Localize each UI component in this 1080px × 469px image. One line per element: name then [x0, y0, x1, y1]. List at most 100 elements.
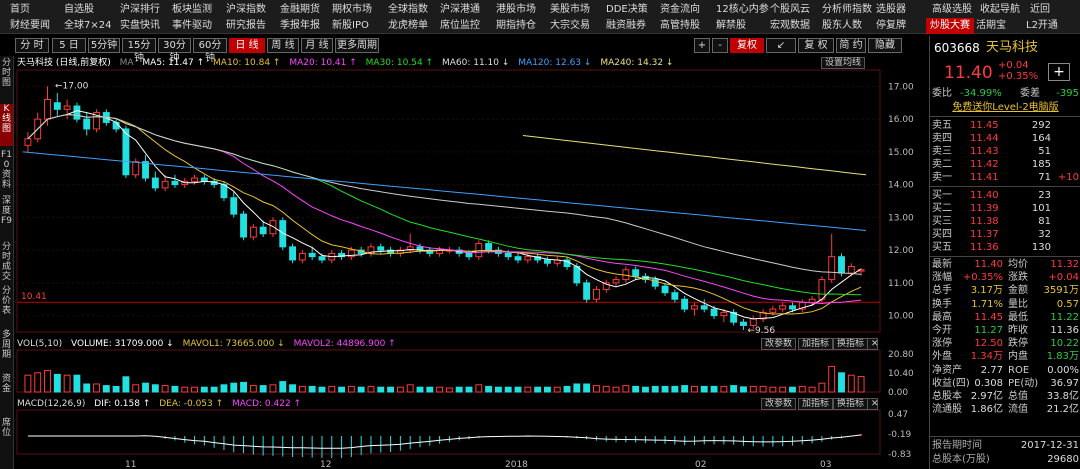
toolbar-button[interactable]: -	[712, 38, 728, 53]
vol-bar	[259, 385, 267, 393]
menu-item[interactable]: 大宗交易	[550, 20, 590, 31]
menu-item[interactable]: 资金流向	[660, 4, 700, 15]
vol-close-icon[interactable]: ✕	[867, 338, 879, 350]
menu-item[interactable]: 高管持股	[660, 20, 700, 31]
menu-item[interactable]: 板块监测	[172, 4, 212, 15]
left-tab[interactable]: 席位	[1, 418, 11, 438]
tab-period[interactable]: 30分钟	[158, 38, 191, 64]
stat-label: 涨停	[932, 338, 952, 350]
menu-item[interactable]: 季报年报	[280, 20, 320, 31]
left-tab[interactable]: 资金	[1, 374, 11, 394]
vol-add-indicator[interactable]: 加指标	[798, 338, 834, 350]
menu-item[interactable]: 美股市场	[550, 4, 590, 15]
left-tab[interactable]: 分时成交	[1, 242, 11, 282]
tab-period[interactable]: 周 线	[267, 38, 299, 53]
vol-bar	[142, 382, 149, 393]
left-tab[interactable]: K线图	[0, 104, 13, 146]
ma20-value: MA20: 10.41 ↑	[289, 58, 357, 68]
menu-item[interactable]: 炒股大赛	[926, 18, 974, 34]
menu-item[interactable]: 新股IPO	[332, 20, 369, 31]
menu-item[interactable]: 沪深指数	[226, 4, 266, 15]
tab-period[interactable]: 月 线	[301, 38, 333, 53]
stat-value: 11.45	[974, 311, 1003, 323]
left-tab[interactable]: 多周期	[1, 330, 11, 360]
menu-item[interactable]: 首页	[10, 4, 30, 15]
menu-item[interactable]: 研究报告	[226, 20, 266, 31]
menu-item[interactable]: DDE决策	[606, 4, 648, 15]
macd-add-indicator[interactable]: 加指标	[798, 398, 834, 410]
stat-label: 昨收	[1008, 325, 1028, 336]
left-tab[interactable]: 分时图	[1, 58, 11, 88]
toolbar-button[interactable]: ↙	[766, 38, 796, 53]
left-tab[interactable]: F10资料	[1, 150, 12, 190]
candle-body	[465, 252, 473, 258]
menu-item[interactable]: 沪深港通	[440, 4, 480, 15]
menu-item[interactable]: 停复牌	[876, 20, 906, 31]
macd-swap-indicator[interactable]: 换指标	[833, 398, 869, 410]
vol-bar	[436, 386, 444, 393]
tab-period[interactable]: 15分钟	[122, 38, 156, 64]
tab-period[interactable]: 日 线	[229, 38, 265, 53]
menu-item[interactable]: 全球指数	[388, 4, 428, 15]
menu-item[interactable]: 全球7×24	[64, 20, 112, 31]
candle-body	[485, 243, 493, 251]
menu-item[interactable]: 财经要闻	[10, 20, 50, 31]
toolbar-button[interactable]: 简 约	[836, 38, 866, 53]
menu-item[interactable]: 实盘快讯	[120, 20, 160, 31]
bid-label: 买一	[932, 190, 952, 201]
menu-item[interactable]: 股东人数	[822, 20, 862, 31]
left-tab[interactable]: 分价表	[1, 286, 11, 316]
menu-item[interactable]: 收起导航	[980, 4, 1020, 15]
menu-item[interactable]: 个股风云	[770, 4, 810, 15]
tab-period[interactable]: 分 时	[15, 38, 49, 53]
candle-body	[514, 256, 522, 261]
menu-item[interactable]: 期指持仓	[496, 20, 536, 31]
menu-item[interactable]: 金融期货	[280, 4, 320, 15]
stat-label: 涨幅	[932, 272, 952, 284]
menu-item[interactable]: 宏观数据	[770, 20, 810, 31]
toolbar-button[interactable]: +	[694, 38, 710, 53]
tab-period[interactable]: 5分钟	[88, 38, 120, 53]
toolbar-button[interactable]: 隐藏	[868, 38, 902, 53]
stock-change: +0.04	[998, 60, 1029, 71]
vol-swap-indicator[interactable]: 换指标	[833, 338, 869, 350]
ask-label: 卖二	[932, 159, 952, 170]
tab-period[interactable]: 5 日	[52, 38, 86, 53]
ma5-line	[27, 110, 862, 320]
tab-period[interactable]: 60分钟	[193, 38, 227, 64]
add-favorite-button[interactable]: +	[1048, 63, 1070, 81]
candle-body	[308, 252, 316, 258]
menu-item[interactable]: 近回	[1030, 4, 1050, 15]
menu-item[interactable]: 龙虎榜单	[388, 20, 428, 31]
vol-bar	[789, 386, 796, 393]
stat-row: 最新 11.40 均价 11.32	[930, 258, 1080, 271]
vol-bar	[406, 384, 414, 393]
menu-item[interactable]: 期权市场	[332, 4, 372, 15]
menu-item[interactable]: 12核心内参	[716, 4, 769, 15]
menu-item[interactable]: 自选股	[64, 4, 94, 15]
candle-body	[602, 282, 610, 290]
vol-edit-params[interactable]: 改参数	[761, 338, 797, 350]
menu-item[interactable]: L2开通	[1026, 20, 1058, 31]
toolbar-button[interactable]: 复 权	[798, 38, 834, 53]
stat-label: 涨跌	[1008, 272, 1028, 284]
menu-item[interactable]: 事件驱动	[172, 20, 212, 31]
vol-name: VOL(5,10)	[17, 339, 63, 349]
promo-link[interactable]: 免费送你Level-2电脑版	[952, 102, 1059, 113]
menu-item[interactable]: 席位监控	[440, 20, 480, 31]
menu-item[interactable]: 融资融券	[606, 20, 646, 31]
menu-item[interactable]: 选股器	[876, 4, 906, 15]
menu-item[interactable]: 沪深排行	[120, 4, 160, 15]
macd-close-icon[interactable]: ✕	[867, 398, 879, 410]
toolbar-button[interactable]: 复权	[730, 38, 764, 53]
menu-item[interactable]: 高级选股	[932, 4, 972, 15]
stock-pct: +0.35%	[998, 71, 1039, 82]
set-ma-button[interactable]: 设置均线	[821, 57, 866, 69]
menu-item[interactable]: 活期宝	[976, 20, 1006, 31]
menu-item[interactable]: 解禁股	[716, 20, 746, 31]
macd-edit-params[interactable]: 改参数	[761, 398, 797, 410]
left-tab[interactable]: 深度F9	[1, 196, 12, 226]
menu-item[interactable]: 分析师指数	[822, 4, 872, 15]
menu-item[interactable]: 港股市场	[496, 4, 536, 15]
tab-period[interactable]: 更多周期	[335, 38, 379, 53]
